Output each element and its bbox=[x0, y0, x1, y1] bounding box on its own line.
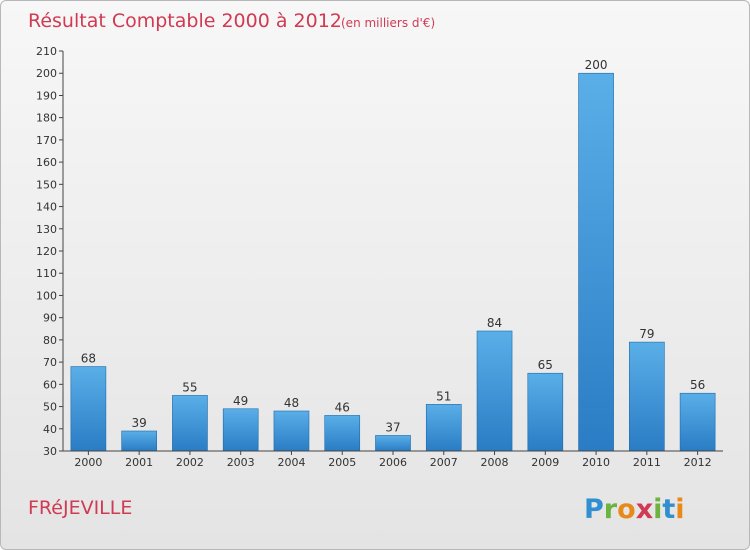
y-tick-label: 80 bbox=[43, 334, 57, 347]
bar-2006 bbox=[375, 435, 411, 452]
logo-letter: o bbox=[617, 494, 636, 525]
x-tick-label: 2001 bbox=[125, 456, 153, 469]
logo-letter: P bbox=[584, 494, 604, 525]
x-tick-label: 2003 bbox=[227, 456, 255, 469]
y-tick-label: 190 bbox=[36, 89, 57, 102]
logo-letter: i bbox=[653, 494, 662, 525]
bar-2009 bbox=[527, 372, 564, 452]
bar-2010 bbox=[578, 72, 614, 452]
bar-value-label: 55 bbox=[182, 380, 197, 394]
bar-2002 bbox=[172, 395, 208, 452]
bar-2011 bbox=[629, 341, 665, 452]
x-tick-label: 2012 bbox=[684, 456, 712, 469]
chart-title: Résultat Comptable 2000 à 2012 bbox=[28, 10, 342, 32]
bar-value-label: 49 bbox=[233, 394, 248, 408]
bar-2000 bbox=[70, 366, 107, 452]
y-tick-label: 170 bbox=[36, 134, 57, 147]
x-tick-label: 2010 bbox=[582, 456, 610, 469]
bar-value-label: 37 bbox=[385, 420, 400, 434]
x-tick-label: 2002 bbox=[176, 456, 204, 469]
bar-value-label: 84 bbox=[487, 316, 502, 330]
logo-letter: x bbox=[636, 494, 653, 525]
bar-value-label: 200 bbox=[585, 58, 608, 72]
bar-value-label: 65 bbox=[538, 358, 553, 372]
x-tick-label: 2008 bbox=[481, 456, 509, 469]
bar-2003 bbox=[222, 408, 259, 452]
y-tick-label: 30 bbox=[43, 445, 57, 458]
y-tick-label: 60 bbox=[43, 378, 57, 391]
logo-letter: i bbox=[675, 494, 684, 525]
y-tick-label: 130 bbox=[36, 223, 57, 236]
y-tick-label: 200 bbox=[36, 67, 57, 80]
y-tick-label: 100 bbox=[36, 289, 57, 302]
y-tick-label: 90 bbox=[43, 312, 57, 325]
logo-letter: t bbox=[662, 494, 675, 525]
bar-value-label: 46 bbox=[335, 400, 350, 414]
y-tick-label: 110 bbox=[36, 267, 57, 280]
x-tick-label: 2000 bbox=[74, 456, 102, 469]
chart-subtitle: (en milliers d'€) bbox=[341, 16, 435, 30]
proxiti-logo[interactable]: Proxiti bbox=[584, 494, 685, 525]
bar-value-label: 56 bbox=[690, 378, 705, 392]
y-tick-label: 150 bbox=[36, 178, 57, 191]
y-tick-label: 120 bbox=[36, 245, 57, 258]
x-tick-label: 2011 bbox=[633, 456, 661, 469]
y-axis: 30 40 50 60 70 80 90 100 110 120 130 140 150 160 170 18… bbox=[36, 45, 64, 458]
y-tick-label: 40 bbox=[43, 423, 57, 436]
bar-value-label: 51 bbox=[436, 389, 451, 403]
bar-value-label: 68 bbox=[81, 352, 96, 366]
y-tick-label: 140 bbox=[36, 201, 57, 214]
y-tick-label: 180 bbox=[36, 112, 57, 125]
bar-2012 bbox=[679, 392, 716, 452]
y-tick-label: 50 bbox=[43, 401, 57, 414]
y-tick-label: 70 bbox=[43, 356, 57, 369]
bar-value-label: 48 bbox=[284, 396, 299, 410]
logo-letter: r bbox=[604, 494, 618, 525]
bar-2004 bbox=[273, 410, 310, 452]
x-tick-label: 2007 bbox=[430, 456, 458, 469]
bar-value-label: 39 bbox=[132, 416, 147, 430]
commune-name: FRéJEVILLE bbox=[28, 497, 132, 519]
bar-2001 bbox=[121, 430, 157, 452]
bar-2008 bbox=[476, 330, 513, 452]
x-axis: 2000 2001 2002 2003 2004 2005 2006 2007 2008 2009… bbox=[63, 450, 723, 469]
x-tick-label: 2004 bbox=[277, 456, 305, 469]
bar-value-label: 79 bbox=[639, 327, 654, 341]
x-tick-label: 2006 bbox=[379, 456, 407, 469]
y-tick-label: 210 bbox=[36, 45, 57, 58]
bars: 68 39 55 49 48 46 37 51 84 65 200 79 56 bbox=[70, 58, 716, 452]
y-tick-label: 160 bbox=[36, 156, 57, 169]
bar-2007 bbox=[425, 404, 462, 452]
x-tick-label: 2009 bbox=[531, 456, 559, 469]
x-tick-label: 2005 bbox=[328, 456, 356, 469]
bar-2005 bbox=[324, 415, 361, 452]
